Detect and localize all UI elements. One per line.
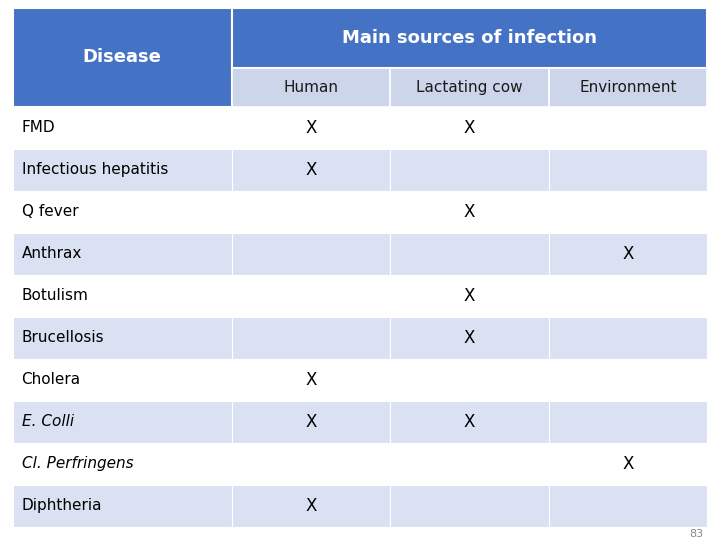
- Bar: [549, 484, 707, 526]
- Text: X: X: [305, 413, 317, 430]
- Text: Cholera: Cholera: [22, 372, 81, 387]
- Bar: [390, 484, 549, 526]
- Bar: [232, 274, 390, 316]
- Text: X: X: [464, 413, 475, 430]
- Text: Lactating cow: Lactating cow: [416, 80, 523, 94]
- Bar: [549, 442, 707, 484]
- Text: Q fever: Q fever: [22, 204, 78, 219]
- Bar: [549, 106, 707, 148]
- Bar: [390, 191, 549, 233]
- Bar: [232, 484, 390, 526]
- Bar: [232, 316, 390, 359]
- Bar: [232, 233, 390, 274]
- Text: X: X: [305, 370, 317, 389]
- Bar: [549, 274, 707, 316]
- Text: X: X: [464, 287, 475, 305]
- Bar: [232, 359, 390, 401]
- Text: X: X: [464, 202, 475, 220]
- Text: Environment: Environment: [579, 80, 677, 94]
- Text: X: X: [305, 496, 317, 515]
- Bar: [232, 106, 390, 148]
- Bar: [232, 148, 390, 191]
- Text: Human: Human: [284, 80, 338, 94]
- Text: E. Colli: E. Colli: [22, 414, 73, 429]
- Bar: [549, 233, 707, 274]
- Bar: [390, 316, 549, 359]
- Bar: [549, 316, 707, 359]
- Bar: [549, 359, 707, 401]
- Text: 83: 83: [689, 529, 703, 539]
- Bar: [549, 68, 707, 106]
- Bar: [232, 191, 390, 233]
- Bar: [390, 274, 549, 316]
- Text: Anthrax: Anthrax: [22, 246, 82, 261]
- Bar: [13, 8, 232, 106]
- Bar: [13, 233, 232, 274]
- Text: Cl. Perfringens: Cl. Perfringens: [22, 456, 133, 471]
- Bar: [13, 148, 232, 191]
- Text: X: X: [305, 160, 317, 179]
- Bar: [13, 359, 232, 401]
- Bar: [549, 148, 707, 191]
- Bar: [13, 442, 232, 484]
- Text: Botulism: Botulism: [22, 288, 89, 303]
- Bar: [13, 316, 232, 359]
- Text: X: X: [305, 119, 317, 137]
- Bar: [232, 401, 390, 442]
- Bar: [13, 401, 232, 442]
- Bar: [13, 274, 232, 316]
- Text: Infectious hepatitis: Infectious hepatitis: [22, 162, 168, 177]
- Bar: [390, 442, 549, 484]
- Text: X: X: [464, 328, 475, 347]
- Bar: [390, 68, 549, 106]
- Text: Main sources of infection: Main sources of infection: [342, 29, 597, 47]
- Bar: [13, 106, 232, 148]
- Bar: [390, 401, 549, 442]
- Text: Disease: Disease: [83, 49, 162, 66]
- Text: Brucellosis: Brucellosis: [22, 330, 104, 345]
- Bar: [232, 8, 707, 68]
- Bar: [390, 359, 549, 401]
- Bar: [390, 106, 549, 148]
- Bar: [390, 148, 549, 191]
- Text: X: X: [622, 455, 634, 472]
- Bar: [549, 191, 707, 233]
- Text: FMD: FMD: [22, 120, 55, 135]
- Bar: [232, 442, 390, 484]
- Text: X: X: [622, 245, 634, 262]
- Text: Diphtheria: Diphtheria: [22, 498, 102, 513]
- Bar: [549, 401, 707, 442]
- Text: X: X: [464, 119, 475, 137]
- Bar: [13, 191, 232, 233]
- Bar: [13, 484, 232, 526]
- Bar: [390, 233, 549, 274]
- Bar: [232, 68, 390, 106]
